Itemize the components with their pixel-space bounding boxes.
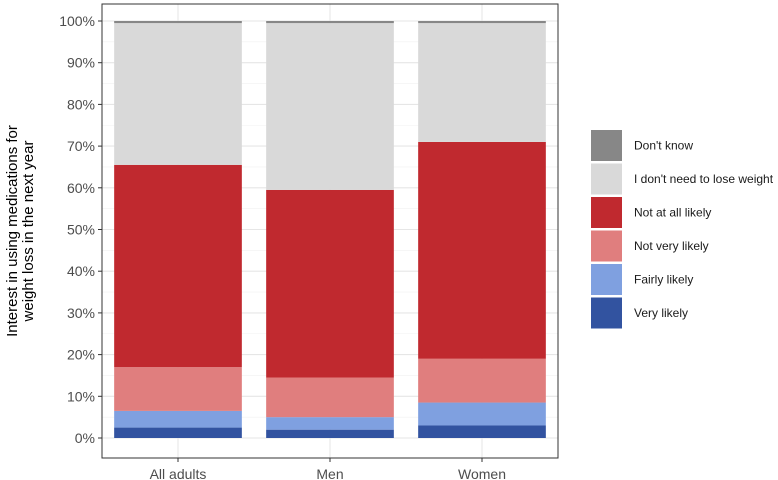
axes: 0% 10% 20% 30% 40% 50% 60% 70% 80% 90% 100% All adu… <box>59 3 559 480</box>
x-tick-label: Women <box>458 466 506 480</box>
bar-segment <box>418 402 546 426</box>
legend-label: Very likely <box>634 306 688 320</box>
bar-segment <box>266 417 394 430</box>
bar-segment <box>418 23 546 142</box>
bar-segment <box>114 164 242 368</box>
legend: Don't know I don't need to lose weight Not… <box>591 130 774 329</box>
y-tick-label: 70% <box>67 138 95 154</box>
bar-segment <box>114 23 242 165</box>
bar-segment <box>266 21 394 24</box>
bar-segment <box>114 427 242 438</box>
bar-segment <box>266 23 394 190</box>
legend-key <box>591 163 622 195</box>
legend-key <box>591 130 622 161</box>
y-tick-label: 0% <box>75 430 95 446</box>
x-tick-label: Men <box>316 466 343 480</box>
legend-key <box>591 264 622 295</box>
bar-segment <box>418 425 546 438</box>
y-tick-label: 60% <box>67 180 95 196</box>
legend-key <box>591 197 622 228</box>
bar-segment <box>266 429 394 438</box>
y-tick-label: 100% <box>59 13 95 29</box>
bar-segment <box>418 21 546 24</box>
y-tick-label: 10% <box>67 388 95 404</box>
bar-segment <box>266 189 394 378</box>
y-tick-label: 90% <box>67 55 95 71</box>
y-tick-label: 80% <box>67 96 95 112</box>
y-axis-title: Interest in using medications for weight … <box>4 125 37 337</box>
legend-label: Not very likely <box>634 239 709 253</box>
bar-segment <box>114 21 242 24</box>
bar-segment <box>418 358 546 403</box>
legend-label: Don't know <box>634 139 693 153</box>
legend-label: Not at all likely <box>634 206 711 220</box>
y-axis-title-line: weight loss in the next year <box>20 141 37 323</box>
bar-segment <box>114 367 242 411</box>
legend-label: Fairly likely <box>634 273 693 287</box>
x-tick-label: All adults <box>150 466 207 480</box>
bars <box>114 21 546 438</box>
y-tick-label: 20% <box>67 347 95 363</box>
y-tick-label: 30% <box>67 305 95 321</box>
bar-segment <box>266 377 394 418</box>
legend-label: I don't need to lose weight <box>634 172 774 186</box>
y-tick-label: 50% <box>67 222 95 238</box>
legend-key <box>591 230 622 262</box>
y-tick-label: 40% <box>67 263 95 279</box>
bar-segment <box>418 141 546 359</box>
y-axis-title-line: Interest in using medications for <box>4 125 21 337</box>
legend-key <box>591 297 622 329</box>
bar-segment <box>114 410 242 428</box>
